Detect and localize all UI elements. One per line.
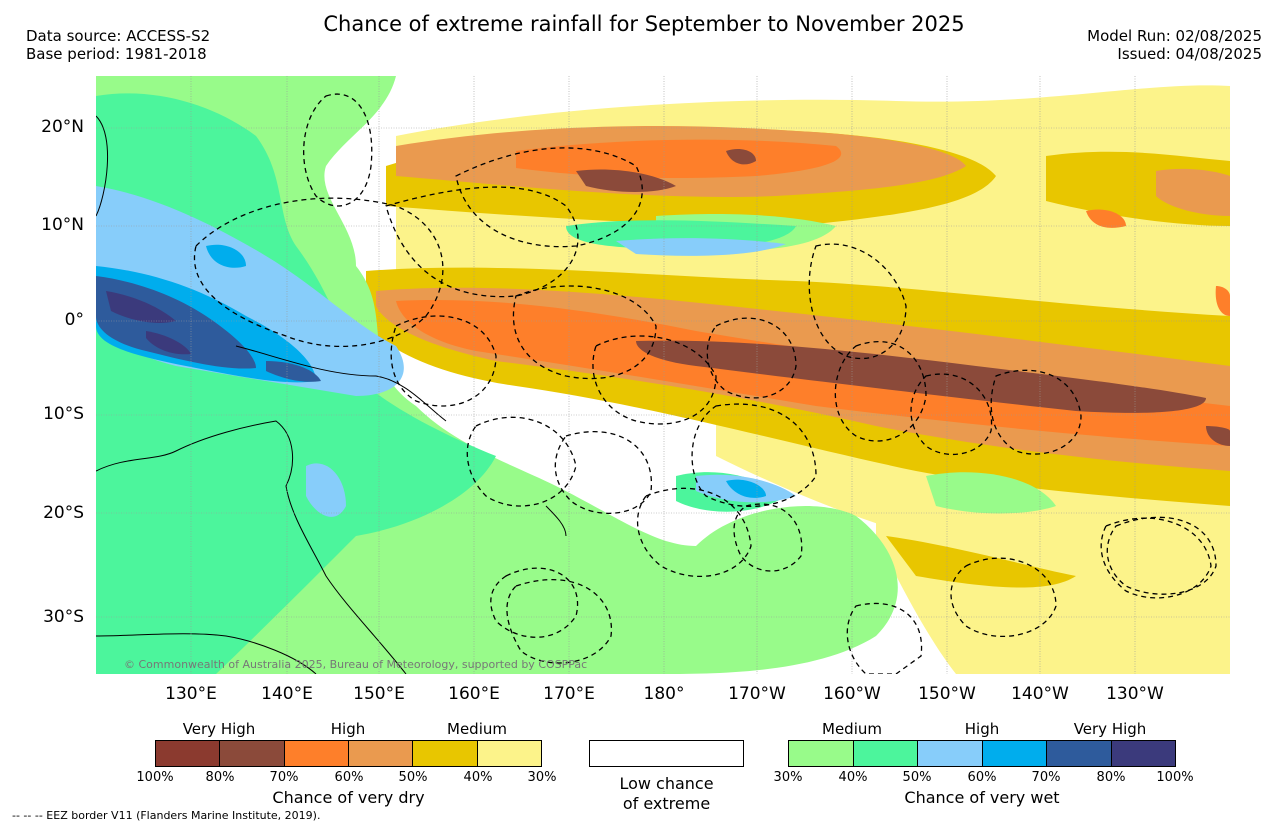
legend-tick: 60% <box>967 770 997 785</box>
legend-tick: 50% <box>398 770 428 785</box>
lat-label: 10°S <box>43 404 84 424</box>
legend-category-label: Very High <box>182 720 256 738</box>
lon-label: 170°E <box>543 684 595 704</box>
legend-swatch <box>348 741 414 766</box>
legend-swatch <box>853 741 918 766</box>
legend-swatch <box>156 741 221 766</box>
legend-swatch <box>477 741 541 766</box>
legend-tick: 30% <box>527 770 557 785</box>
legend-dry-colorbar <box>155 740 542 767</box>
coastlines <box>96 115 567 674</box>
lon-label: 130°E <box>165 684 217 704</box>
legend-wet-title: Chance of very wet <box>904 788 1060 807</box>
legend-category-label: Medium <box>822 720 882 738</box>
legend-tick: 40% <box>838 770 868 785</box>
legend-low-line2: of extreme <box>622 794 711 813</box>
legend-category-label: High <box>964 720 1000 738</box>
lat-label: 20°N <box>41 117 84 137</box>
legend-wet-colorbar <box>788 740 1176 767</box>
lon-label: 160°E <box>448 684 500 704</box>
header-left: Data source: ACCESS-S2 Base period: 1981… <box>26 27 210 63</box>
lat-label: 30°S <box>43 607 84 627</box>
eez-border-note: -- -- -- EEZ border V11 (Flanders Marine… <box>12 809 321 822</box>
legend-low-line1: Low chance <box>619 774 714 793</box>
legend-swatch <box>220 741 285 766</box>
lon-label: 140°W <box>1011 684 1069 704</box>
lon-label: 150°E <box>353 684 405 704</box>
legend-swatch <box>1111 741 1175 766</box>
copyright-text: © Commonwealth of Australia 2025, Bureau… <box>124 658 588 671</box>
lat-label: 20°S <box>43 503 84 523</box>
lon-label: 180° <box>643 684 685 704</box>
legend-dry-title: Chance of very dry <box>272 788 425 807</box>
rainfall-map: © Commonwealth of Australia 2025, Bureau… <box>96 76 1230 674</box>
legend-swatch <box>284 741 349 766</box>
issued-text: Issued: 04/08/2025 <box>1117 45 1262 63</box>
wet-extreme-areas <box>106 291 191 355</box>
map-canvas <box>96 76 1230 674</box>
lon-label: 130°W <box>1106 684 1164 704</box>
legend-low-swatch <box>589 740 744 767</box>
legend-tick: 30% <box>773 770 803 785</box>
header-right: Model Run: 02/08/2025 Issued: 04/08/2025 <box>1087 27 1262 63</box>
legend-swatch <box>918 741 983 766</box>
legend-tick: 50% <box>902 770 932 785</box>
lat-label: 0° <box>64 310 84 330</box>
legend-tick: 70% <box>269 770 299 785</box>
legend-tick: 70% <box>1031 770 1061 785</box>
legend-category-label: High <box>330 720 366 738</box>
legend-category-label: Medium <box>447 720 507 738</box>
base-period-text: Base period: 1981-2018 <box>26 45 207 63</box>
model-run-text: Model Run: 02/08/2025 <box>1087 27 1262 45</box>
legend-tick: 60% <box>334 770 364 785</box>
lon-label: 170°W <box>728 684 786 704</box>
lon-label: 160°W <box>823 684 881 704</box>
data-source-text: Data source: ACCESS-S2 <box>26 27 211 45</box>
legend-swatch <box>789 741 854 766</box>
legend-swatch <box>413 741 478 766</box>
lat-label: 10°N <box>41 215 84 235</box>
dry-very-high-areas <box>576 149 1230 446</box>
legend-tick: 100% <box>1156 770 1194 785</box>
legend-category-label: Very High <box>1073 720 1147 738</box>
legend-tick: 100% <box>136 770 174 785</box>
legend-swatch <box>982 741 1047 766</box>
eez-borders <box>193 93 1217 674</box>
map-title: Chance of extreme rainfall for September… <box>323 12 965 36</box>
legend-swatch <box>1047 741 1112 766</box>
legend-tick: 40% <box>463 770 493 785</box>
gridlines <box>96 76 1230 674</box>
lon-label: 140°E <box>261 684 313 704</box>
legend-tick: 80% <box>1096 770 1126 785</box>
legend-tick: 80% <box>205 770 235 785</box>
lon-label: 150°W <box>918 684 976 704</box>
